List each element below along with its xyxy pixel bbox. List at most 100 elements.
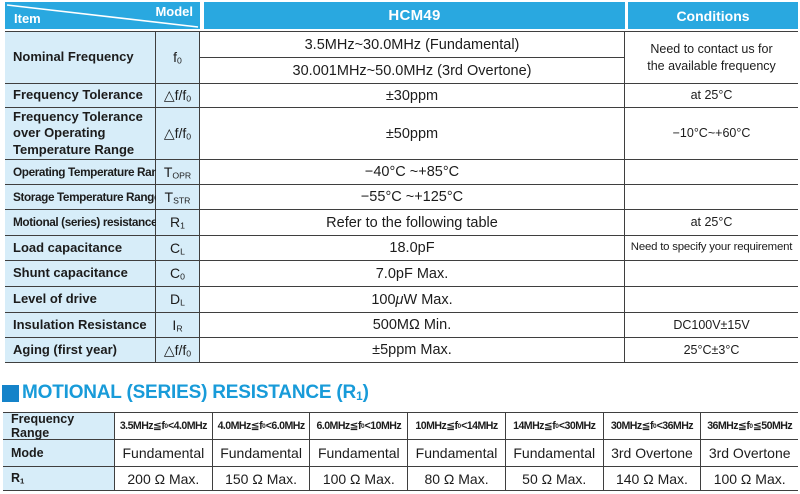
item-cell: Level of drive	[5, 287, 156, 312]
condition-cell: DC100V±15V	[625, 313, 798, 337]
item-header-label: Item	[14, 11, 41, 26]
spec-row-motional-resistance: Motional (series) resistance R1 Refer to…	[5, 210, 798, 236]
item-cell: Motional (series) resistance	[5, 210, 158, 235]
symbol-text: IR	[172, 316, 183, 334]
value-cell: ±5ppm Max.	[200, 338, 625, 362]
symbol-text: C0	[170, 265, 185, 282]
item-cell: Frequency Tolerance	[5, 84, 156, 107]
spec-row-shunt-capacitance: Shunt capacitance C0 7.0pF Max.	[5, 261, 798, 287]
value-cell: −55°C ~+125°C	[200, 185, 625, 209]
model-header-label: Model	[155, 4, 193, 19]
condition-line: Need to contact us for	[650, 41, 773, 56]
condition-cell: 25°C±3°C	[625, 338, 798, 362]
frequency-range-cell: 30MHz≦f 0 <36MHz	[603, 413, 702, 439]
frequency-range-cell: 3.5MHz≦f 0 <4.0MHz	[115, 413, 213, 439]
symbol-cell: CL	[156, 236, 200, 260]
symbol-text: DL	[170, 291, 185, 308]
symbol-cell: f0	[156, 32, 200, 83]
row-label-cell: R1	[3, 467, 115, 490]
symbol-text: R1	[170, 214, 185, 231]
symbol-text: △f/f0	[163, 125, 192, 142]
r1-value-cell: 80 Ω Max.	[408, 467, 506, 490]
resistance-table: Frequency Range 3.5MHz≦f 0 <4.0MHz 4.0MHz≦…	[3, 412, 799, 491]
row-label-cell: Mode	[3, 440, 115, 466]
item-cell: Shunt capacitance	[5, 261, 156, 286]
mode-cell: Fundamental	[505, 440, 604, 466]
value-cell: 3.5MHz~30.0MHz (Fundamental)	[200, 32, 624, 58]
item-cell: Storage Temperature Range	[5, 185, 161, 209]
item-model-header-cell: Item Model	[5, 2, 200, 29]
resistance-row-r1: R1 200 Ω Max. 150 Ω Max. 100 Ω Max. 80 Ω…	[3, 467, 799, 491]
value-cell: ±30ppm	[200, 84, 625, 107]
resistance-row-frequency-range: Frequency Range 3.5MHz≦f 0 <4.0MHz 4.0MHz≦…	[3, 412, 799, 440]
item-cell: Frequency Tolerance over Operating Tempe…	[5, 108, 156, 159]
symbol-text: TSTR	[164, 188, 191, 206]
mode-cell: 3rd Overtone	[701, 440, 799, 466]
symbol-cell: △f/f0	[156, 338, 200, 362]
spec-table: Item Model HCM49 Conditions Nominal Freq…	[5, 2, 798, 363]
header-gap	[200, 2, 204, 29]
mode-cell: Fundamental	[310, 440, 409, 466]
diagonal-divider	[6, 4, 199, 28]
spec-row-nominal-frequency: Nominal Frequency f0 3.5MHz~30.0MHz (Fun…	[5, 32, 798, 84]
condition-cell: Need to contact us for the available fre…	[625, 32, 798, 83]
condition-cell	[625, 287, 798, 312]
symbol-text: △f/f0	[163, 87, 192, 104]
value-cell: ±50ppm	[200, 108, 625, 159]
conditions-header-cell: Conditions	[628, 2, 798, 29]
section-bullet-icon	[2, 384, 19, 402]
header-gap	[625, 2, 628, 29]
condition-cell: −10°C~+60°C	[625, 108, 798, 159]
spec-row-operating-temp: Operating Temperature Range TOPR −40°C ~…	[5, 160, 798, 185]
row-label-cell: Frequency Range	[3, 412, 115, 440]
symbol-cell: R1	[156, 210, 200, 235]
symbol-text: TOPR	[163, 163, 192, 181]
mode-cell: Fundamental	[408, 440, 506, 466]
spec-row-storage-temp: Storage Temperature Range TSTR −55°C ~+1…	[5, 185, 798, 210]
value-cell-stack: 3.5MHz~30.0MHz (Fundamental) 30.001MHz~5…	[200, 32, 625, 83]
mode-cell: Fundamental	[115, 440, 213, 466]
resistance-row-mode: Mode Fundamental Fundamental Fundamental…	[3, 440, 799, 467]
mode-cell: 3rd Overtone	[603, 440, 702, 466]
frequency-range-cell: 10MHz≦f 0 <14MHz	[408, 413, 506, 439]
r1-value-cell: 50 Ω Max.	[505, 467, 604, 490]
symbol-text: f0	[173, 49, 182, 66]
value-cell: 7.0pF Max.	[200, 261, 625, 286]
section-title: MOTIONAL (SERIES) RESISTANCE (R1)	[2, 382, 369, 404]
symbol-cell: DL	[156, 287, 200, 312]
symbol-text: △f/f0	[163, 341, 192, 359]
symbol-cell: IR	[156, 313, 200, 337]
condition-cell	[625, 185, 798, 209]
r1-value-cell: 100 Ω Max.	[701, 467, 799, 490]
spec-row-tolerance-over-range: Frequency Tolerance over Operating Tempe…	[5, 108, 798, 160]
value-cell: 500MΩ Min.	[200, 313, 625, 337]
spec-table-body: Nominal Frequency f0 3.5MHz~30.0MHz (Fun…	[5, 31, 798, 363]
item-cell: Insulation Resistance	[5, 313, 156, 337]
symbol-cell: TOPR	[156, 160, 200, 184]
item-cell: Aging (first year)	[5, 338, 156, 362]
mode-cell: Fundamental	[212, 440, 311, 466]
condition-cell	[625, 160, 798, 184]
condition-cell: at 25°C	[625, 84, 798, 107]
r1-value-cell: 150 Ω Max.	[212, 467, 311, 490]
item-cell: Load capacitance	[5, 236, 156, 260]
value-cell: Refer to the following table	[200, 210, 625, 235]
r1-value-cell: 100 Ω Max.	[310, 467, 409, 490]
item-cell: Nominal Frequency	[5, 32, 156, 83]
section-title-text: MOTIONAL (SERIES) RESISTANCE (R1)	[22, 382, 369, 404]
spec-row-aging: Aging (first year) △f/f0 ±5ppm Max. 25°C…	[5, 338, 798, 363]
frequency-range-cell: 6.0MHz≦f 0 <10MHz	[310, 413, 409, 439]
spec-table-header: Item Model HCM49 Conditions	[5, 2, 798, 29]
frequency-range-cell: 4.0MHz≦f 0 <6.0MHz	[212, 413, 311, 439]
symbol-cell: TSTR	[156, 185, 200, 209]
symbol-text: CL	[170, 239, 185, 257]
spec-row-insulation-resistance: Insulation Resistance IR 500MΩ Min. DC10…	[5, 313, 798, 338]
value-cell: 18.0pF	[200, 236, 625, 260]
spec-row-load-capacitance: Load capacitance CL 18.0pF Need to speci…	[5, 236, 798, 261]
condition-cell: Need to specify your requirement	[625, 236, 798, 260]
condition-cell: at 25°C	[625, 210, 798, 235]
symbol-cell: △f/f0	[156, 84, 200, 107]
